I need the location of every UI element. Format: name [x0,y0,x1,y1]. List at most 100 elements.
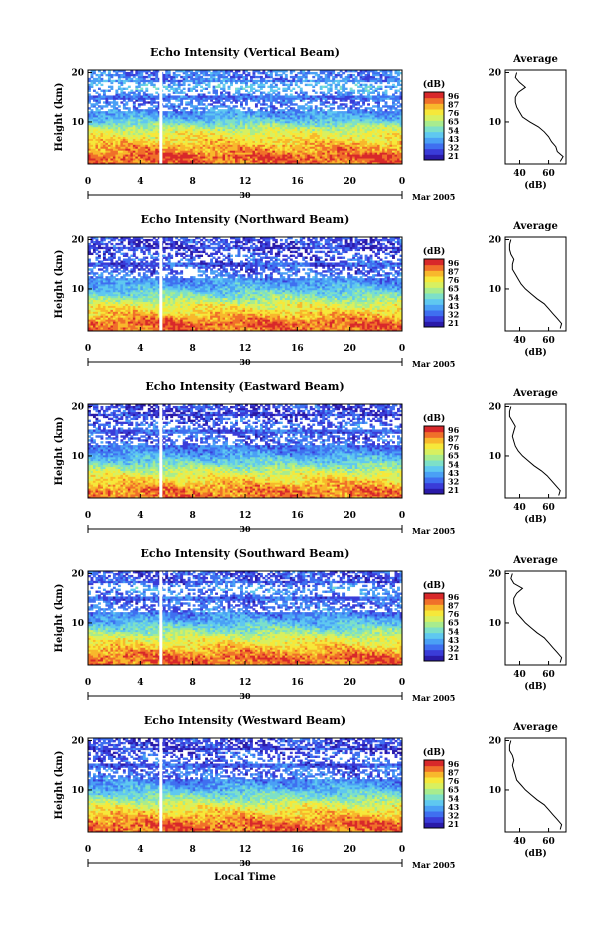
heatmap-cell [312,76,315,78]
heatmap-cell [203,78,206,80]
heatmap-cell [262,111,265,113]
heatmap-cell [138,90,141,92]
heatmap-cell [312,72,315,74]
heatmap-cell [335,80,338,82]
heatmap-cell [392,111,395,113]
heatmap-cell [175,74,178,76]
heatmap-cell [302,80,305,82]
heatmap-cell [370,95,373,97]
heatmap-cell [370,107,373,109]
heatmap-cell [347,74,350,76]
heatmap-cell [305,84,308,86]
heatmap-cell [238,109,241,111]
heatmap-cell [345,111,348,113]
heatmap-cell [133,101,136,103]
heatmap-cell [113,74,116,76]
heatmap-cell [327,84,330,86]
heatmap-cell [382,80,385,82]
heatmap-cell [305,92,308,94]
heatmap-cell [188,111,191,113]
heatmap-cell [148,94,151,96]
heatmap-cell [305,111,308,113]
heatmap-cell [327,109,330,111]
heatmap-cell [105,90,108,92]
heatmap-cell [265,80,268,82]
heatmap-cell [270,94,273,96]
heatmap-cell [277,92,280,94]
heatmap-cell [325,105,328,107]
heatmap-cell [108,109,111,111]
heatmap-cell [390,95,393,97]
heatmap-cell [322,78,325,80]
heatmap-cell [382,92,385,94]
heatmap-cell [150,107,153,109]
heatmap-cell [123,111,126,113]
heatmap-cell [105,80,108,82]
heatmap-cell [220,92,223,94]
heatmap-cell [205,84,208,86]
heatmap-cell [225,109,228,111]
heatmap-cell [240,94,243,96]
heatmap-cell [168,84,171,86]
heatmap-cell [307,84,310,86]
heatmap-cell [198,111,201,113]
heatmap-cell [292,107,295,109]
heatmap-cell [335,74,338,76]
heatmap-cell [148,80,151,82]
heatmap-cell [100,111,103,113]
heatmap-cell [98,88,101,90]
heatmap-cell [337,105,340,107]
heatmap-cell [150,94,153,96]
heatmap-cell [392,84,395,86]
heatmap-cell [397,105,400,107]
heatmap-cell [210,103,213,105]
heatmap-cell [120,88,123,90]
heatmap-cell [110,105,113,107]
heatmap-cell [148,107,151,109]
heatmap-cell [178,95,181,97]
heatmap-cell [392,94,395,96]
heatmap-cell [337,72,340,74]
heatmap-cell [235,105,238,107]
heatmap-cell [330,80,333,82]
heatmap-cell [330,103,333,105]
heatmap-cell [325,86,328,88]
heatmap-cell [262,95,265,97]
heatmap-cell [190,95,193,97]
heatmap-cell [287,84,290,86]
heatmap-cell [120,101,123,103]
heatmap-cell [95,107,98,109]
heatmap-cell [292,95,295,97]
heatmap-cell [340,74,343,76]
heatmap-cell [125,94,128,96]
heatmap-cell [183,107,186,109]
heatmap-cell [175,84,178,86]
heatmap-cell [267,105,270,107]
heatmap-cell [260,76,263,78]
heatmap-cell [385,86,388,88]
heatmap-cell [257,90,260,92]
heatmap-cell [148,101,151,103]
heatmap-cell [252,111,255,113]
heatmap-cell [257,109,260,111]
heatmap-cell [198,107,201,109]
heatmap-cell [233,94,236,96]
heatmap-cell [185,94,188,96]
heatmap-cell [118,74,121,76]
heatmap-cell [385,101,388,103]
heatmap-cell [145,88,148,90]
heatmap-cell [250,76,253,78]
heatmap-cell [302,105,305,107]
heatmap-cell [165,86,168,88]
heatmap-cell [267,74,270,76]
heatmap-cell [297,72,300,74]
heatmap-cell [140,95,143,97]
heatmap-cell [240,80,243,82]
heatmap-cell [377,92,380,94]
heatmap-cell [168,105,171,107]
heatmap-cell [135,86,138,88]
heatmap-cell [247,107,250,109]
heatmap-cell [168,80,171,82]
heatmap-cell [240,74,243,76]
heatmap-cell [203,107,206,109]
